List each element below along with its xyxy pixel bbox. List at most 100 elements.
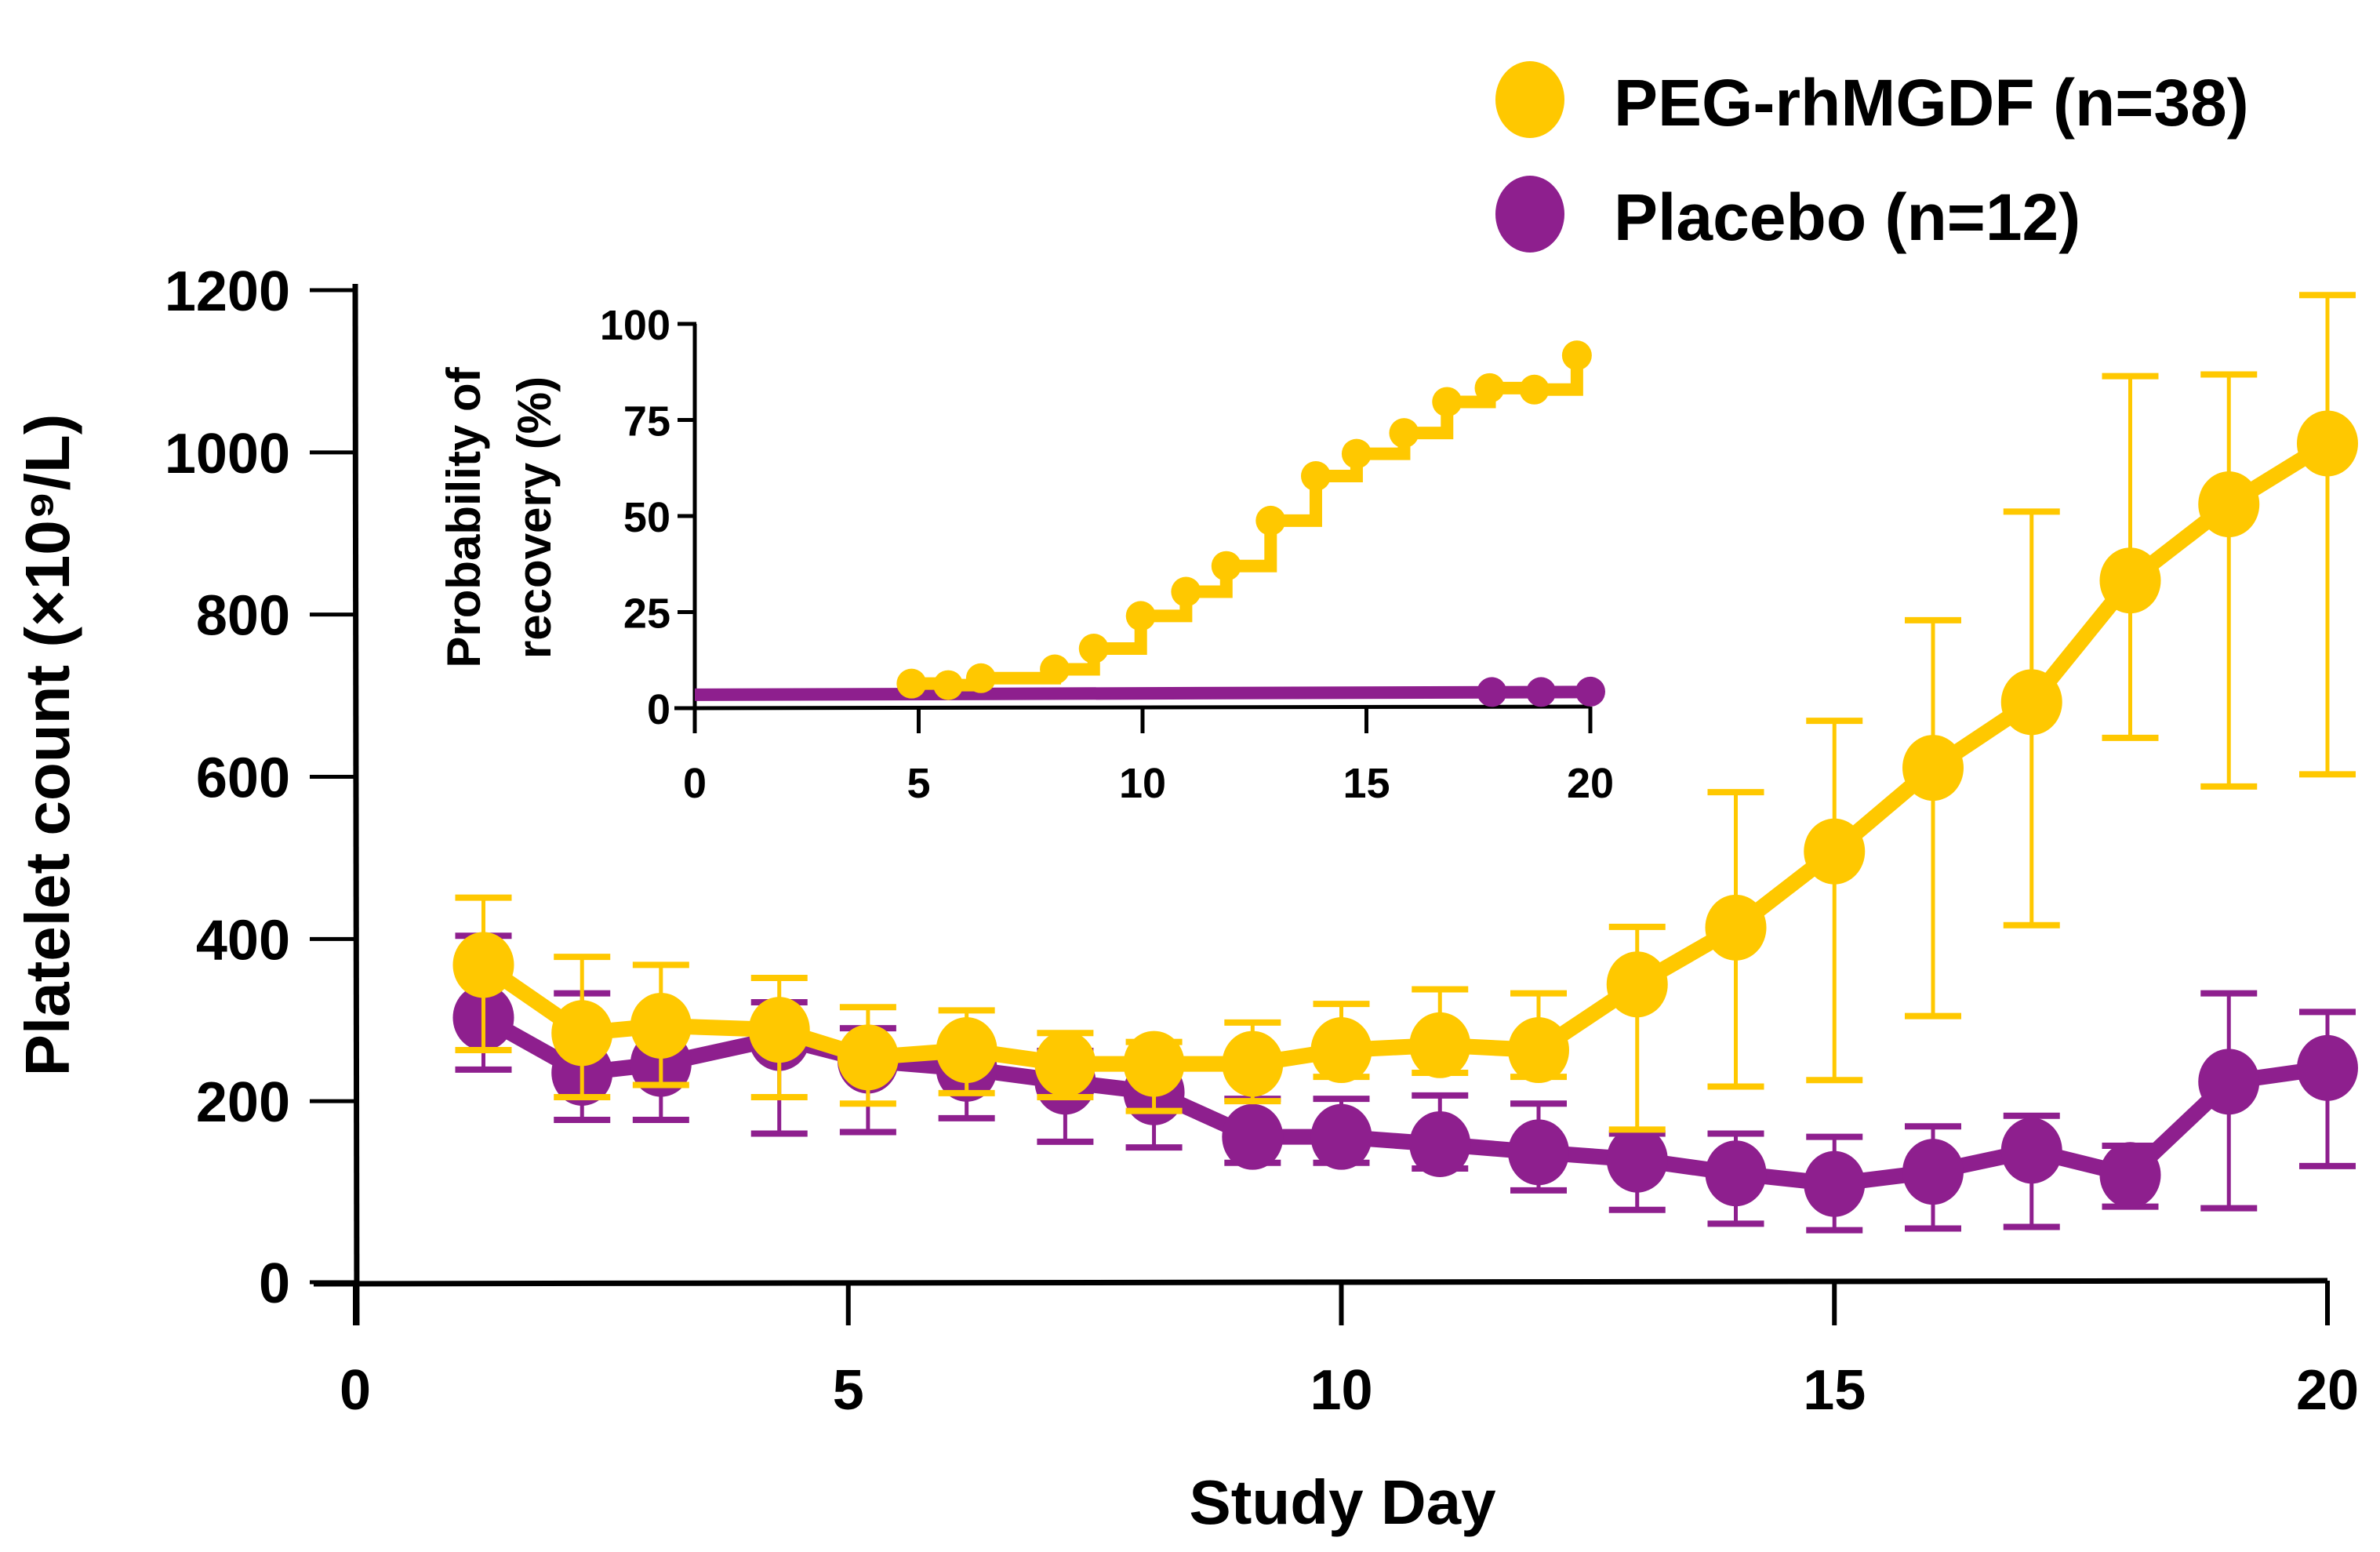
inset-y-tick-label: 50: [623, 494, 670, 541]
inset-data-point-peg: [933, 670, 964, 700]
data-point-peg: [2198, 471, 2260, 538]
inset-series-placebo: [694, 676, 1605, 707]
data-point-peg: [1705, 894, 1767, 961]
inset-step-line-peg: [911, 355, 1583, 692]
inset-y-tick-label: 75: [623, 398, 670, 445]
inset-data-point-placebo: [1477, 677, 1507, 707]
data-point-peg: [1804, 818, 1866, 885]
inset-ticks: 0 25 50 75 100 0 5 10 15 20: [600, 302, 1614, 807]
data-point-peg: [1222, 1030, 1284, 1097]
data-point-placebo: [2297, 1034, 2358, 1101]
inset-y-axis-title-line2: recovery (%): [508, 376, 561, 659]
main-y-tick-label: 400: [196, 909, 290, 972]
main-x-tick-label: 5: [833, 1359, 864, 1422]
inset-data-point-peg: [1125, 601, 1156, 631]
data-point-placebo: [2198, 1049, 2260, 1115]
inset-data-point-peg: [896, 668, 927, 699]
data-point-peg: [2099, 547, 2161, 614]
main-series-peg: [452, 292, 2358, 1133]
inset-data-point-peg: [1519, 374, 1550, 405]
inset-data-point-peg: [1040, 654, 1070, 685]
inset-data-point-peg: [1300, 461, 1331, 492]
main-x-tick-label: 10: [1310, 1359, 1372, 1422]
legend-marker-peg: [1495, 61, 1564, 138]
data-point-placebo: [1310, 1103, 1372, 1170]
inset-data-point-peg: [1171, 576, 1201, 607]
main-y-tick-label: 1000: [165, 423, 290, 485]
data-point-placebo: [1409, 1110, 1471, 1177]
inset-y-tick-label: 0: [647, 686, 670, 733]
data-point-placebo: [1902, 1139, 1964, 1205]
inset-x-tick-label: 20: [1567, 760, 1614, 807]
main-y-tick-label: 600: [196, 747, 290, 810]
main-y-tick-label: 800: [196, 585, 290, 648]
inset-data-point-placebo: [1575, 676, 1605, 707]
legend-marker-placebo: [1495, 176, 1564, 253]
inset-chart: 0 25 50 75 100 0 5 10 15 20 Probability of recove…: [438, 302, 1614, 807]
inset-y-axis-title-part1: Probability of: [438, 366, 490, 667]
inset-data-point-peg: [965, 663, 996, 693]
inset-data-point-peg: [1341, 438, 1372, 469]
inset-x-tick-label: 0: [683, 760, 707, 807]
inset-x-tick-label: 10: [1119, 760, 1166, 807]
main-y-axis-title: Platelet count (×10⁹/L): [13, 414, 82, 1077]
data-point-peg: [837, 1024, 899, 1091]
data-point-peg: [551, 1000, 613, 1067]
inset-data-point-peg: [1211, 551, 1241, 581]
data-point-peg: [748, 997, 810, 1063]
data-point-peg: [1310, 1017, 1372, 1084]
data-point-placebo: [1222, 1103, 1284, 1170]
data-point-peg: [2297, 410, 2358, 477]
main-x-tick-label: 15: [1803, 1359, 1866, 1422]
main-series: [452, 292, 2358, 1234]
legend: PEG-rhMGDF (n=38) Placebo (n=12): [1495, 61, 2249, 254]
inset-x-tick-label: 15: [1343, 760, 1390, 807]
main-y-axis-line: [352, 283, 360, 1326]
data-point-placebo: [1606, 1126, 1668, 1193]
inset-data-point-peg: [1078, 634, 1109, 664]
data-point-placebo: [1508, 1119, 1569, 1186]
inset-series: [694, 340, 1605, 707]
data-point-peg: [1034, 1030, 1096, 1097]
main-x-axis-line: [313, 1278, 2328, 1287]
inset-data-point-placebo: [1526, 677, 1557, 707]
inset-data-point-peg: [1561, 340, 1592, 371]
data-point-peg: [1123, 1030, 1185, 1097]
main-y-tick-label: 1200: [165, 260, 290, 323]
main-y-tick-label: 200: [196, 1071, 290, 1134]
inset-y-axis-title-part2: recovery (%): [508, 376, 561, 659]
inset-y-axis-title-line1: Probability of: [438, 366, 490, 667]
series-line-peg: [478, 436, 2332, 1072]
data-point-peg: [936, 1017, 997, 1084]
main-series-placebo: [452, 932, 2358, 1234]
data-point-placebo: [2099, 1142, 2161, 1209]
inset-x-tick-label: 5: [907, 760, 930, 807]
legend-label-peg: PEG-rhMGDF (n=38): [1614, 66, 2249, 140]
inset-data-point-peg: [1389, 418, 1419, 449]
inset-data-point-peg: [1255, 505, 1286, 536]
data-point-placebo: [2000, 1118, 2062, 1184]
inset-x-axis-line: [674, 704, 1591, 711]
data-point-peg: [452, 932, 514, 998]
main-x-tick-label: 20: [2296, 1359, 2359, 1422]
legend-label-placebo: Placebo (n=12): [1614, 180, 2080, 254]
inset-y-tick-label: 100: [600, 302, 670, 349]
main-x-axis-title: Study Day: [1189, 1467, 1496, 1537]
data-point-peg: [1409, 1012, 1471, 1078]
data-point-peg: [1902, 735, 1964, 801]
data-point-peg: [1508, 1017, 1569, 1084]
inset-data-point-peg: [1432, 387, 1463, 417]
inset-data-point-peg: [1474, 373, 1505, 403]
data-point-placebo: [1804, 1150, 1866, 1217]
data-point-peg: [630, 992, 692, 1059]
data-point-placebo: [1705, 1140, 1767, 1207]
data-point-peg: [2000, 669, 2062, 736]
inset-series-peg: [896, 340, 1592, 700]
inset-y-tick-label: 25: [623, 591, 670, 638]
data-point-peg: [1606, 951, 1668, 1018]
main-x-tick-label: 0: [340, 1359, 371, 1422]
inset-line-placebo: [694, 685, 1591, 701]
